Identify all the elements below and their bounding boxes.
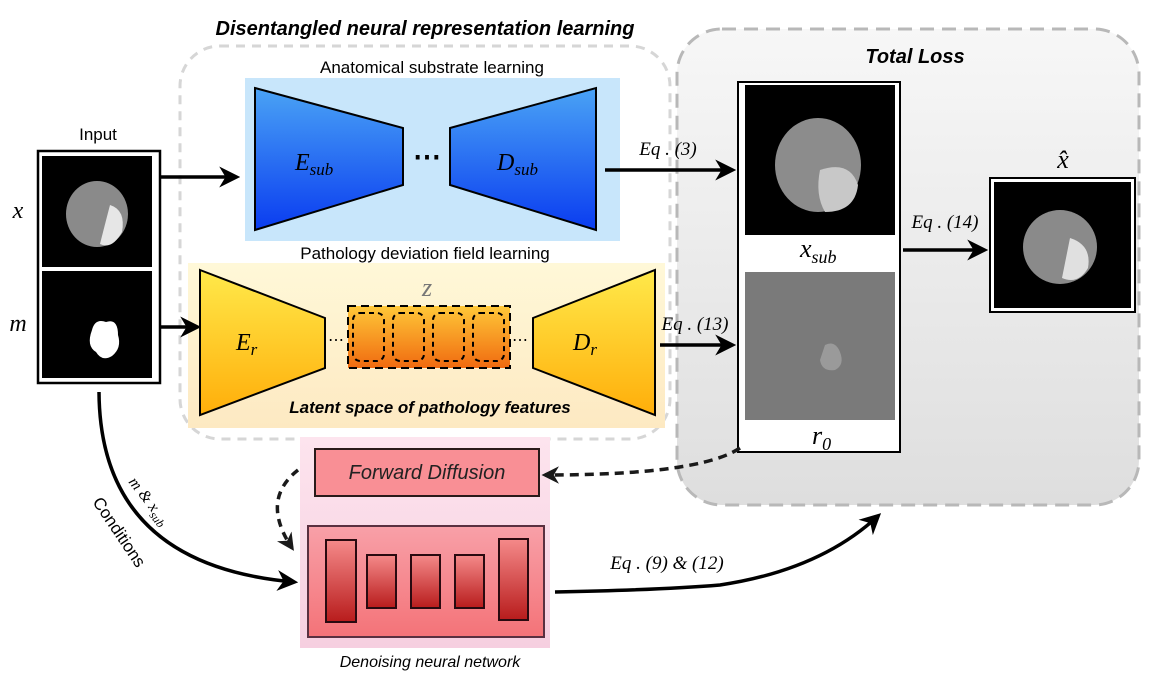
image-r0 — [745, 272, 895, 420]
encoder-sub — [254, 86, 404, 232]
r0-label: r0 — [812, 421, 831, 454]
encoder-r-label: Er — [235, 330, 258, 359]
layer — [454, 554, 485, 609]
denoising-caption: Denoising neural network — [340, 654, 522, 671]
denoising-layers — [325, 538, 529, 623]
arrow-eq9-12 — [554, 513, 882, 594]
latent-dots-left: ⋯ — [328, 332, 344, 349]
layer — [498, 538, 529, 621]
decoder-sub-label: Dsub — [496, 150, 538, 179]
input-image-x — [42, 156, 152, 267]
decoder-r-label: Dr — [572, 330, 597, 359]
encoder-r — [199, 268, 326, 417]
total-loss-label: Total Loss — [865, 46, 964, 68]
forward-diffusion-box[interactable] — [314, 448, 540, 497]
decoder-sub — [449, 86, 597, 232]
latent-space — [347, 305, 511, 369]
encoder-sub-label: Esub — [294, 150, 333, 179]
anatomical-label: Anatomical substrate learning — [320, 58, 544, 77]
layer — [325, 539, 357, 623]
latent-caption: Latent space of pathology features — [289, 398, 571, 417]
decoder-r — [532, 268, 656, 417]
eq9-12-label: Eq . (9) & (12) — [609, 553, 723, 574]
eq14-label: Eq . (14) — [910, 212, 978, 233]
eq13-label: Eq . (13) — [660, 314, 728, 335]
x-label: x — [12, 198, 24, 224]
latent-z-label: z — [421, 273, 432, 302]
latent-cells — [352, 312, 505, 362]
eq3-label: Eq . (3) — [638, 139, 697, 160]
latent-dots-right: ⋯ — [512, 332, 528, 349]
forward-diffusion-label: Forward Diffusion — [349, 462, 506, 484]
input-image-m — [42, 271, 152, 378]
x-sub-label: xsub — [799, 234, 837, 267]
x-hat-label: x̂ — [1056, 145, 1069, 174]
arrow-forward-to-denoise — [275, 468, 300, 551]
input-label: Input — [79, 125, 117, 144]
diagram-title: Disentangled neural representation learn… — [216, 18, 635, 40]
arrow-conditions — [97, 391, 299, 591]
image-x-hat — [994, 182, 1131, 308]
layer — [366, 554, 397, 609]
pathology-label: Pathology deviation field learning — [300, 244, 550, 263]
layer — [410, 554, 441, 609]
image-x-sub — [745, 85, 895, 235]
conditions-label: Conditions — [89, 494, 150, 571]
disentangled-region — [178, 44, 672, 441]
anatomical-dots: ⋯ — [413, 141, 441, 172]
m-label: m — [9, 311, 26, 337]
